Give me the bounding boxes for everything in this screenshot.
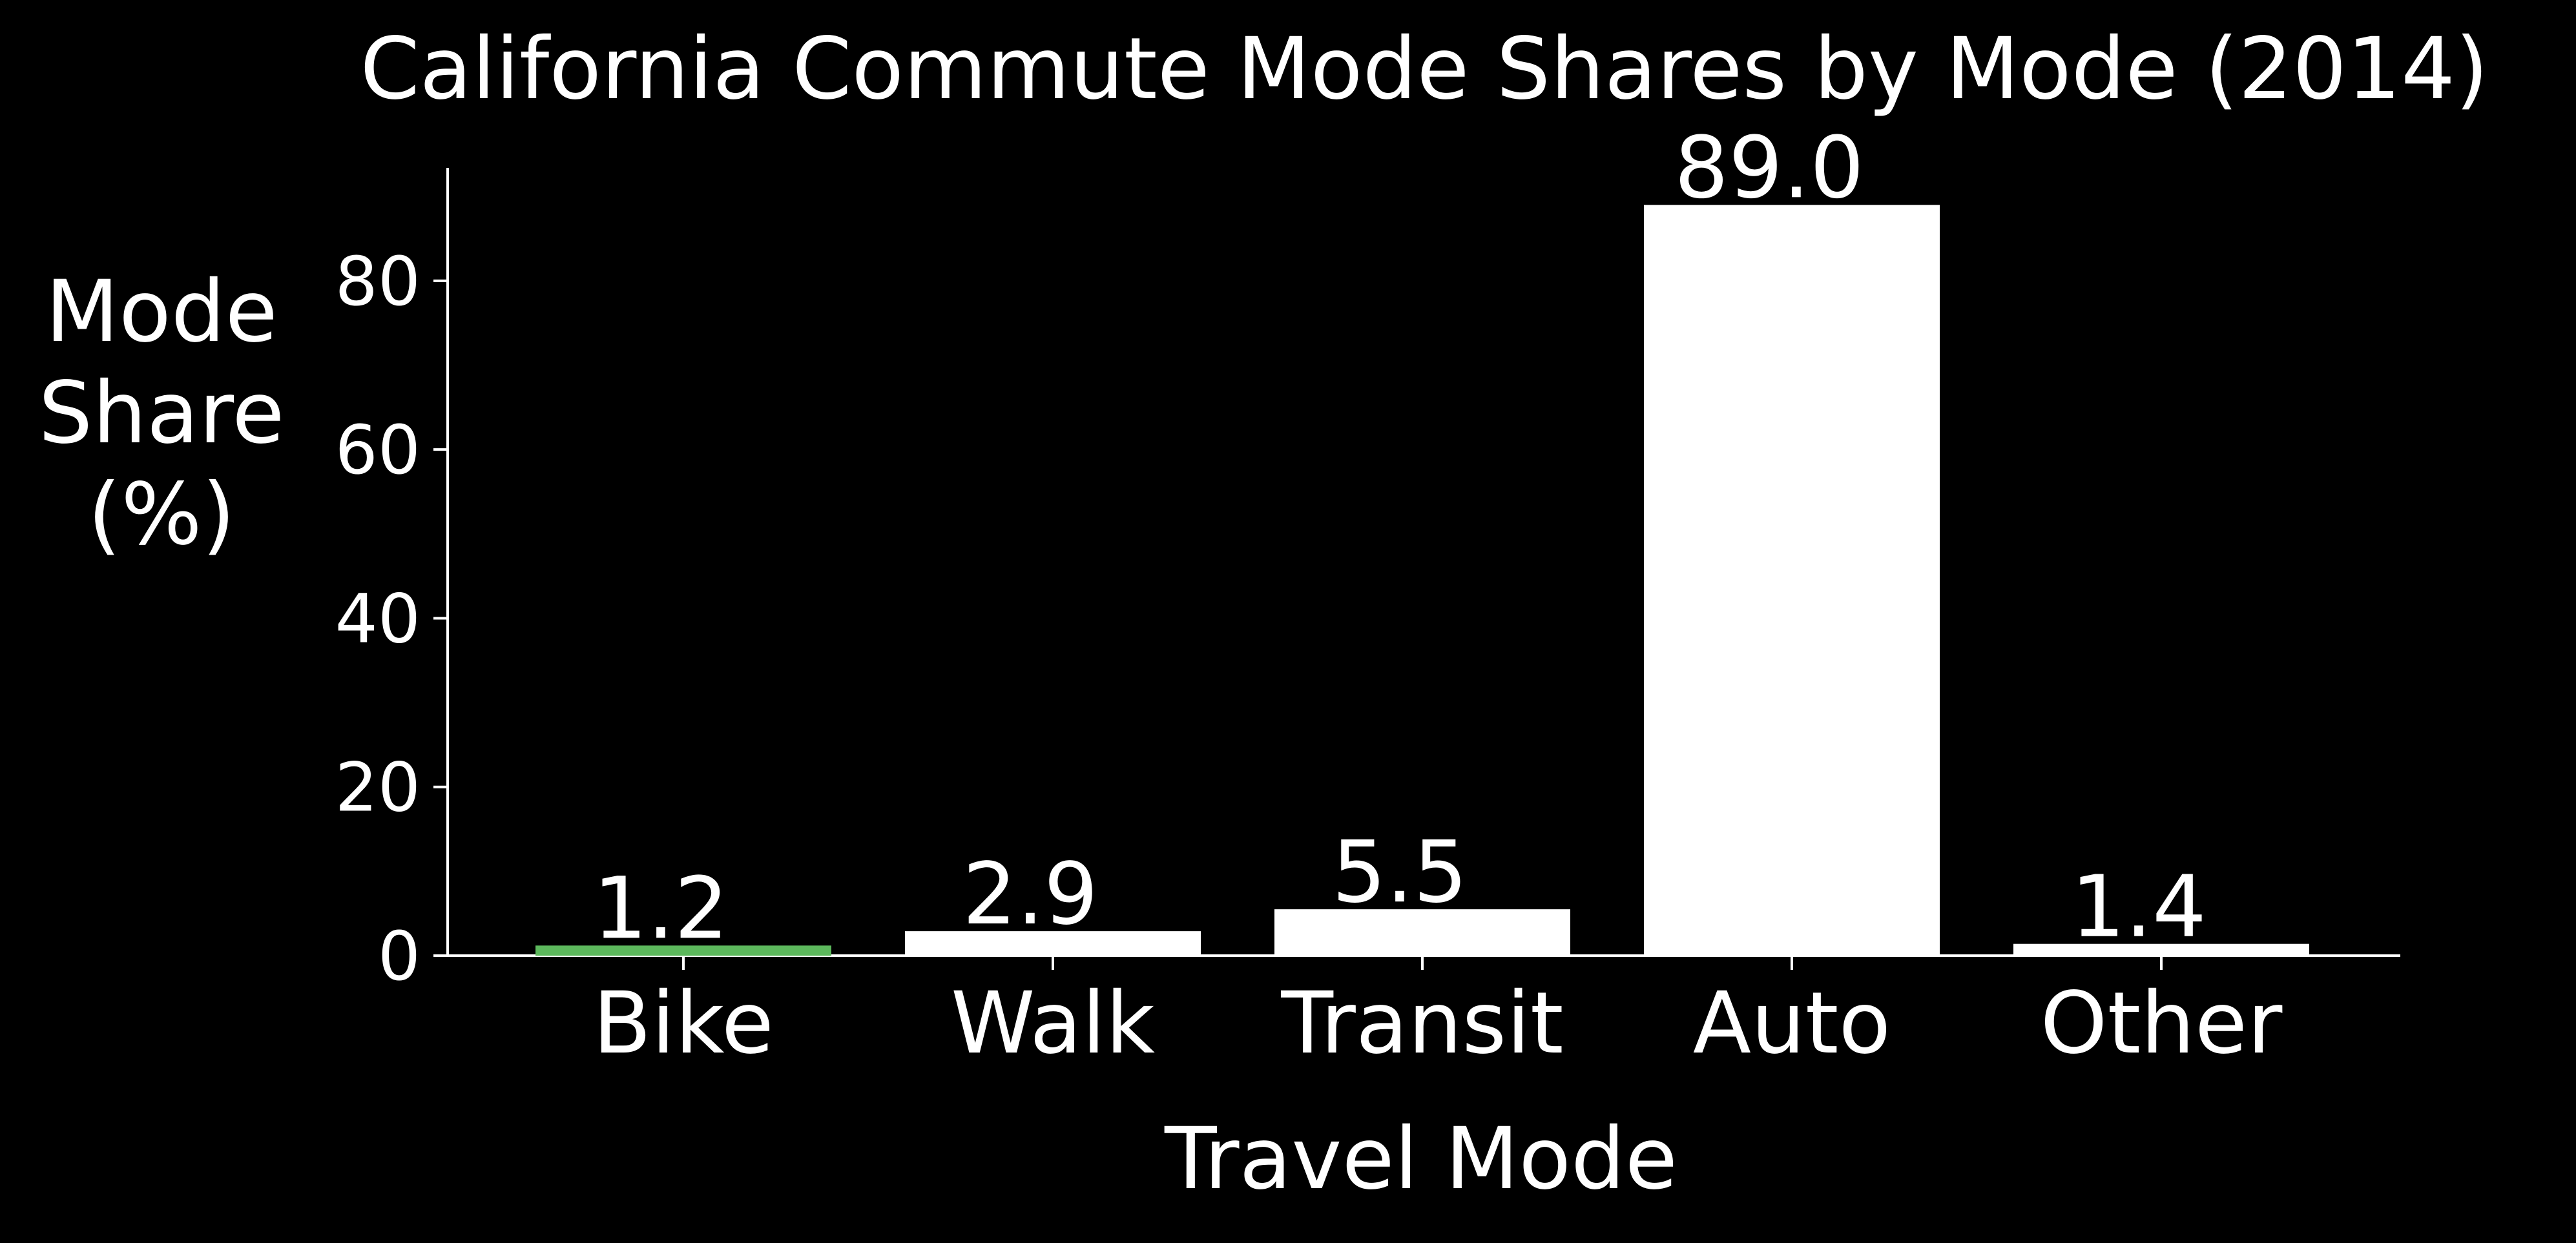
y-axis-label-line-3: (%) bbox=[88, 465, 235, 564]
x-tick-label-other: Other bbox=[2041, 974, 2283, 1073]
y-tick-label: 80 bbox=[335, 242, 421, 321]
data-label-walk: 2.9 bbox=[962, 845, 1098, 944]
data-label-transit: 5.5 bbox=[1332, 823, 1468, 922]
y-tick-label: 20 bbox=[335, 748, 421, 827]
y-tick-label: 40 bbox=[335, 579, 421, 658]
x-axis-ticks: Bike Walk Transit Auto Other bbox=[593, 956, 2283, 1073]
bar-other bbox=[2013, 943, 2309, 956]
bar-auto bbox=[1644, 205, 1940, 956]
x-tick-label-bike: Bike bbox=[593, 974, 774, 1073]
bar-walk bbox=[905, 931, 1201, 956]
y-tick-label: 60 bbox=[335, 411, 421, 489]
bar-transit bbox=[1274, 909, 1570, 956]
y-axis-label-line-1: Mode bbox=[45, 262, 278, 362]
x-axis-label: Travel Mode bbox=[1164, 1109, 1678, 1209]
bar-bike bbox=[535, 945, 831, 956]
bars bbox=[535, 205, 2309, 956]
data-label-other: 1.4 bbox=[2071, 858, 2207, 957]
x-tick-label-transit: Transit bbox=[1280, 974, 1563, 1073]
y-axis-ticks: 0 20 40 60 80 bbox=[335, 242, 448, 996]
x-tick-label-auto: Auto bbox=[1693, 974, 1891, 1073]
x-tick-label-walk: Walk bbox=[951, 974, 1156, 1073]
data-labels: 1.2 2.9 5.5 89.0 1.4 bbox=[593, 118, 2207, 958]
data-label-auto: 89.0 bbox=[1674, 118, 1864, 218]
data-label-bike: 1.2 bbox=[593, 859, 729, 958]
y-axis-label-line-2: Share bbox=[39, 364, 285, 463]
chart-title: California Commute Mode Shares by Mode (… bbox=[360, 19, 2488, 119]
y-tick-label: 0 bbox=[378, 917, 421, 996]
